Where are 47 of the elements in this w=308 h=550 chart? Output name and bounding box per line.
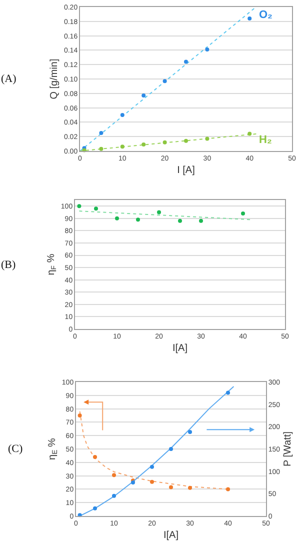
line-series bbox=[79, 410, 228, 490]
point bbox=[184, 138, 188, 143]
series-label: O₂ bbox=[259, 9, 273, 21]
point bbox=[115, 216, 119, 220]
point bbox=[112, 494, 116, 498]
x-axis-title: I[A] bbox=[163, 530, 179, 541]
x-axis-title: I [A] bbox=[177, 164, 196, 176]
point bbox=[77, 204, 82, 208]
point bbox=[205, 136, 210, 141]
point bbox=[226, 390, 230, 395]
point bbox=[136, 218, 140, 222]
point bbox=[199, 218, 203, 223]
point bbox=[248, 16, 252, 21]
point bbox=[120, 144, 124, 149]
text: (B) bbox=[1, 259, 16, 271]
line-series bbox=[79, 386, 234, 516]
point bbox=[162, 140, 167, 144]
point bbox=[162, 79, 167, 84]
point bbox=[188, 486, 192, 490]
y2-axis-title: P [Watt] bbox=[282, 431, 294, 467]
point bbox=[150, 464, 154, 469]
point bbox=[241, 212, 245, 216]
point bbox=[78, 414, 82, 418]
x-axis-title: I[A] bbox=[172, 342, 188, 354]
point bbox=[150, 480, 154, 484]
point bbox=[205, 47, 210, 52]
point bbox=[178, 218, 182, 223]
point bbox=[120, 113, 124, 117]
point bbox=[99, 131, 104, 135]
point bbox=[248, 132, 252, 136]
point bbox=[169, 447, 173, 451]
point bbox=[188, 430, 192, 434]
point bbox=[142, 142, 146, 147]
point bbox=[142, 94, 146, 98]
point bbox=[226, 487, 230, 492]
text: (A) bbox=[1, 73, 17, 85]
text: (C) bbox=[8, 443, 23, 455]
point bbox=[169, 485, 173, 490]
y-axis-title: Q [g/min] bbox=[48, 58, 60, 100]
point bbox=[94, 206, 98, 211]
point bbox=[93, 455, 97, 460]
point bbox=[184, 60, 188, 64]
point bbox=[99, 146, 104, 151]
point bbox=[112, 473, 116, 478]
point bbox=[93, 506, 97, 510]
point bbox=[157, 210, 161, 214]
series-label: H₂ bbox=[259, 134, 272, 146]
